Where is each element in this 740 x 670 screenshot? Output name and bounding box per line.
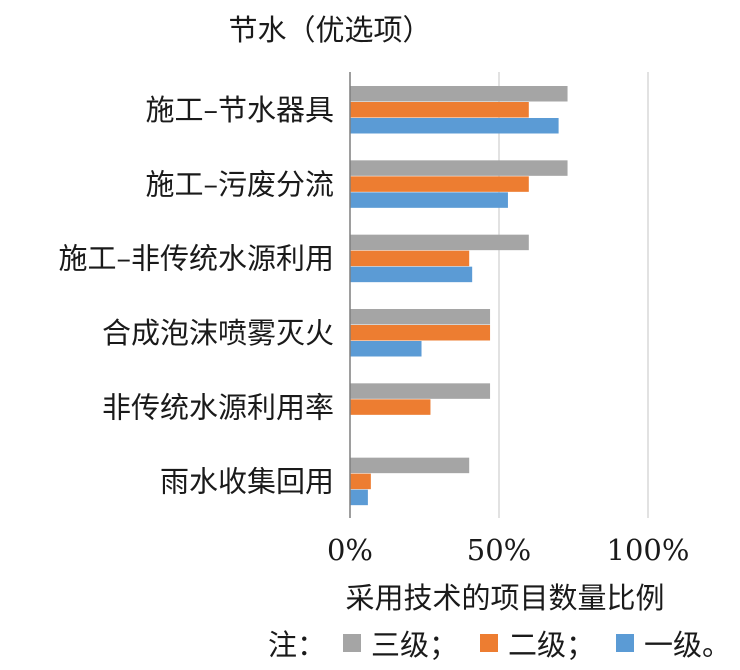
bar-二级 <box>350 102 529 118</box>
category-label: 施工–节水器具 <box>145 93 334 127</box>
bar-三级 <box>350 309 491 325</box>
category-label: 雨水收集回用 <box>160 465 334 499</box>
x-axis-label: 采用技术的项目数量比例 <box>345 581 664 615</box>
x-tick-label: 100% <box>607 533 690 567</box>
category-labels: 施工–节水器具施工–污废分流施工–非传统水源利用合成泡沫喷雾灭火非传统水源利用率… <box>58 93 334 499</box>
legend-swatch-一级 <box>616 634 634 652</box>
bar-一级 <box>350 118 559 134</box>
bar-一级 <box>350 266 473 283</box>
category-label: 施工–污废分流 <box>145 167 334 201</box>
x-tick-label: 0% <box>327 533 373 567</box>
chart-title: 节水（优选项） <box>228 13 431 47</box>
bar-三级 <box>350 86 568 102</box>
bar-三级 <box>350 234 529 251</box>
legend: 注： 三级； 二级； 一级。 <box>268 628 731 662</box>
legend-swatch-三级 <box>343 634 361 652</box>
bar-二级 <box>350 325 491 341</box>
legend-label: 三级； <box>371 628 458 662</box>
legend-swatch-二级 <box>480 634 498 652</box>
category-label: 合成泡沫喷雾灭火 <box>102 316 334 350</box>
category-label: 非传统水源利用率 <box>102 390 334 424</box>
bar-二级 <box>350 473 371 490</box>
legend-label: 二级； <box>508 628 595 662</box>
bar-三级 <box>350 457 470 474</box>
x-tick-labels: 0% 50% 100% <box>327 533 689 567</box>
bar-二级 <box>350 250 470 267</box>
category-label: 施工–非传统水源利用 <box>58 242 334 276</box>
bar-三级 <box>350 383 491 399</box>
bar-一级 <box>350 192 508 208</box>
bar-一级 <box>350 489 368 506</box>
legend-prefix: 注： <box>268 628 326 662</box>
legend-label: 一级。 <box>644 628 731 662</box>
bar-三级 <box>350 160 568 176</box>
bar-二级 <box>350 399 431 415</box>
x-tick-label: 50% <box>467 533 531 567</box>
bar-二级 <box>350 176 529 192</box>
bar-一级 <box>350 341 422 357</box>
gridlines <box>498 72 649 518</box>
bars <box>350 86 568 506</box>
